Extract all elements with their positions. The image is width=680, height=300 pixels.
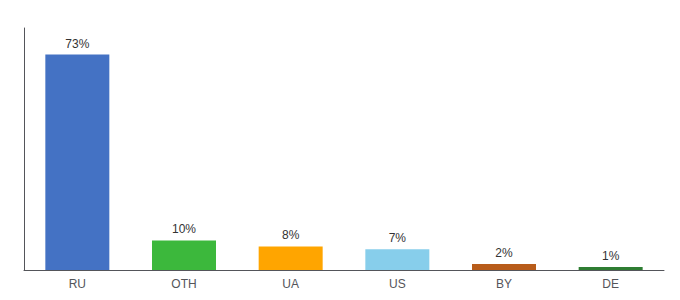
svg-text:US: US <box>389 277 406 291</box>
svg-text:UA: UA <box>282 277 299 291</box>
svg-text:73%: 73% <box>65 37 89 51</box>
svg-text:10%: 10% <box>172 222 196 236</box>
svg-text:7%: 7% <box>389 231 407 245</box>
svg-text:8%: 8% <box>282 228 300 242</box>
svg-text:OTH: OTH <box>171 277 196 291</box>
svg-text:BY: BY <box>496 277 512 291</box>
svg-text:1%: 1% <box>602 249 620 263</box>
svg-text:2%: 2% <box>495 246 513 260</box>
svg-text:RU: RU <box>69 277 86 291</box>
svg-text:DE: DE <box>602 277 619 291</box>
